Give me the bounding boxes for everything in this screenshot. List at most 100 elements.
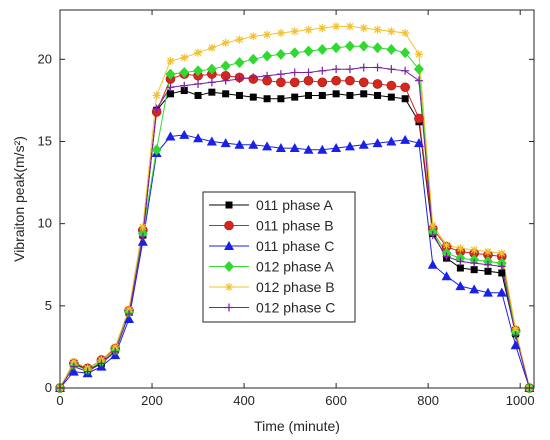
x-tick-label: 200 (141, 393, 163, 408)
series-3-point (234, 139, 245, 149)
series-4-point (248, 53, 259, 65)
series-5-point (221, 38, 230, 47)
series-3-point (469, 284, 480, 294)
series-6-point (69, 362, 78, 371)
series-5-point (263, 30, 272, 39)
series-5-point (359, 24, 368, 33)
legend-label-3: 011 phase C (256, 238, 334, 254)
series-4-point (179, 66, 190, 78)
series-3-point (413, 138, 424, 148)
legend-label-4: 012 phase A (256, 259, 335, 275)
series-6-point (359, 63, 368, 72)
series-1-point (166, 90, 174, 98)
series-6-point (304, 68, 313, 77)
series-5-point (249, 32, 258, 41)
series-5-point (166, 56, 175, 65)
series-3-point (386, 136, 397, 146)
legend-marker-2 (224, 220, 234, 231)
series-3-point (137, 236, 148, 246)
series-3-point (482, 287, 493, 297)
series-2-point (317, 77, 328, 88)
series-1-point (249, 93, 257, 101)
series-2-point (386, 80, 397, 91)
series-5-point (207, 43, 216, 52)
series-1-point (456, 264, 464, 272)
series-6-point (138, 232, 147, 241)
series-3-point (510, 340, 521, 350)
series-2-point (372, 79, 383, 89)
series-4-point (344, 40, 355, 52)
series-6-point (318, 66, 327, 75)
series-6-point (470, 259, 479, 268)
legend-box (202, 191, 356, 323)
series-2-point (303, 75, 314, 86)
series-1-point (332, 90, 340, 98)
series-3-point (427, 259, 438, 269)
series-3-point (344, 141, 355, 151)
series-6-point (387, 65, 396, 74)
series-2-point (289, 77, 300, 88)
series-3-point (496, 287, 507, 297)
series-6-point (97, 359, 106, 368)
series-5-point (290, 27, 299, 36)
series-4-point (234, 57, 245, 69)
series-2-point (414, 113, 424, 124)
series-5-point (387, 27, 396, 36)
series-6-point (414, 76, 423, 85)
series-6-point (125, 310, 134, 319)
legend-label-5: 012 phase B (256, 279, 335, 295)
series-1-point (305, 91, 313, 99)
series-4-point (400, 47, 411, 59)
series-6-point (497, 262, 506, 271)
series-3-point (331, 143, 342, 153)
series-4-point (289, 47, 300, 59)
series-6-point (428, 231, 437, 240)
y-tick-label: 15 (38, 133, 52, 148)
plot-markers-layer (55, 22, 535, 394)
y-tick-label: 5 (45, 298, 52, 313)
series-3-point (206, 136, 217, 146)
series-5-point (497, 249, 506, 258)
series-4-point (220, 60, 231, 72)
series-4-point (386, 43, 397, 55)
series-6-point (345, 65, 354, 74)
series-6-point (83, 367, 92, 376)
series-3-point (358, 139, 369, 149)
series-2-point (400, 82, 410, 93)
series-5-point (483, 247, 492, 256)
series-3-point (193, 133, 204, 143)
series-5-point (470, 245, 479, 254)
series-1-point (263, 95, 271, 103)
series-5-point (511, 324, 520, 333)
series-4-point (372, 42, 383, 54)
series-1-point (498, 269, 506, 277)
series-5-point (304, 25, 313, 34)
x-tick-label: 0 (56, 393, 63, 408)
legend-marker-3 (224, 241, 234, 250)
y-tick-label: 0 (45, 380, 52, 395)
series-6-point (221, 76, 230, 85)
series-5-point (428, 221, 437, 230)
series-1-point (180, 87, 188, 95)
legend-marker-5 (225, 283, 233, 291)
series-3-point (165, 131, 176, 141)
series-6-point (373, 63, 382, 72)
series-5-point (401, 29, 410, 38)
legend-label-2: 011 phase B (256, 218, 334, 234)
series-4-point (262, 50, 273, 62)
series-5-point (125, 305, 134, 314)
x-tick-label: 1000 (506, 393, 535, 408)
series-6-point (180, 81, 189, 90)
series-3-point (317, 144, 328, 154)
series-3-point (262, 141, 273, 151)
series-6-point (249, 73, 258, 82)
series-1-point (346, 91, 354, 99)
series-5-point (69, 357, 78, 366)
series-4-point (206, 63, 217, 75)
legend-marker-6 (225, 303, 233, 312)
series-6-point (290, 68, 299, 77)
x-tick-label: 800 (417, 393, 439, 408)
series-6-point (207, 78, 216, 87)
series-1-point (360, 90, 368, 98)
